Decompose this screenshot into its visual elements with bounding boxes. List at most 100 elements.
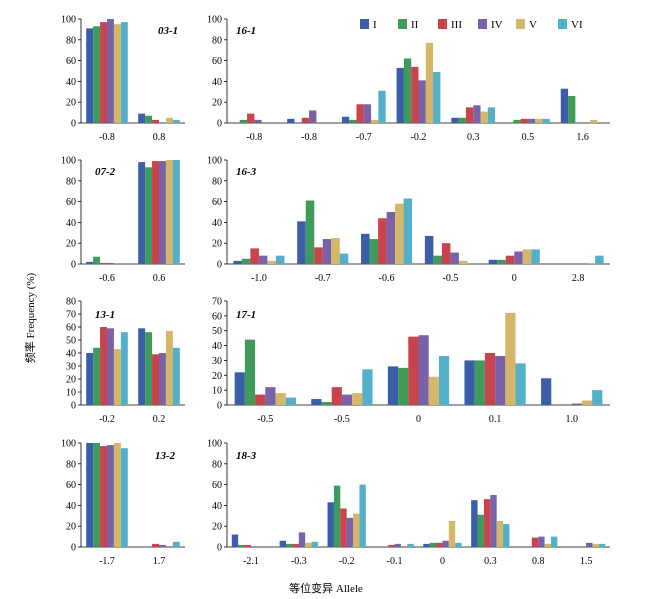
bar-16-1-3-4 <box>425 42 434 123</box>
panel-07-2: 0 20 40 60 80 100 -0.6 0.6 07-2 <box>61 156 185 284</box>
x-tick-label: 1.6 <box>576 132 589 143</box>
bar-16-1-0-1 <box>239 119 248 123</box>
bar-17-1-1-2 <box>331 387 342 405</box>
bar-17-1-1-0 <box>311 399 322 405</box>
y-tick-label: 20 <box>66 98 76 109</box>
y-tick-label: 80 <box>66 176 76 187</box>
bar-03-1-1-4 <box>165 117 173 123</box>
x-tick-label: -0.5 <box>257 414 273 425</box>
bar-18-3-5-5 <box>503 524 510 547</box>
bar-07-2-1-4 <box>165 160 173 264</box>
panel-title: 17-1 <box>236 309 256 321</box>
bar-16-3-0-4 <box>267 260 276 264</box>
bar-17-1-0-1 <box>244 339 256 405</box>
x-tick-label: 0 <box>440 556 445 567</box>
bar-13-2-0-1 <box>93 443 101 547</box>
bar-17-1-0-2 <box>255 394 266 405</box>
x-tick-label: 2.8 <box>572 273 585 284</box>
bar-18-3-4-3 <box>442 540 449 547</box>
bar-13-1-1-3 <box>159 353 166 405</box>
bar-16-1-4-4 <box>480 111 488 123</box>
bar-17-1-4-3 <box>571 403 582 405</box>
bar-03-1-1-5 <box>172 119 180 123</box>
panel-title: 18-3 <box>236 450 257 462</box>
bar-16-1-3-0 <box>396 67 404 123</box>
bar-18-3-3-2 <box>388 544 395 547</box>
bar-16-3-3-0 <box>424 235 434 264</box>
y-tick-label: 100 <box>207 15 222 26</box>
x-tick-label: -2.1 <box>243 556 259 567</box>
panel-13-2: 0 20 40 60 80 100 -1.7 1.7 13-2 <box>61 439 185 567</box>
bar-17-1-2-2 <box>408 336 419 405</box>
bar-18-3-4-5 <box>455 542 462 547</box>
bar-17-1-4-4 <box>581 400 593 405</box>
bar-16-1-3-2 <box>411 66 419 123</box>
x-tick-label: -1.0 <box>251 273 267 284</box>
bar-16-3-2-4 <box>395 203 404 264</box>
y-tick-label: 20 <box>66 375 76 386</box>
y-tick-label: 80 <box>66 35 76 46</box>
y-tick-label: 20 <box>212 371 222 382</box>
y-tick-label: 60 <box>212 56 222 67</box>
x-tick-label: 0.5 <box>522 132 535 143</box>
bar-18-3-7-5 <box>598 543 606 547</box>
legend-label-IV: IV <box>491 19 503 31</box>
bar-13-2-1-5 <box>172 541 180 547</box>
legend-swatch-VI <box>558 19 567 29</box>
bar-16-3-0-1 <box>241 258 251 264</box>
bar-18-3-0-2 <box>244 544 251 547</box>
x-tick-label: 0 <box>416 414 421 425</box>
bar-03-1-0-0 <box>86 28 94 123</box>
y-tick-label: 60 <box>66 197 76 208</box>
y-tick-label: 20 <box>66 522 76 533</box>
bar-18-3-5-4 <box>496 521 504 547</box>
bar-18-3-1-4 <box>305 542 312 547</box>
bar-13-1-1-4 <box>165 330 173 405</box>
bar-13-1-0-4 <box>113 349 121 405</box>
bar-16-3-2-0 <box>361 233 370 264</box>
panel-title: 13-1 <box>95 309 115 321</box>
bar-16-1-4-2 <box>465 107 474 123</box>
y-tick-label: 0 <box>71 543 76 554</box>
bar-18-3-6-5 <box>550 536 558 547</box>
bar-18-3-3-5 <box>407 543 414 547</box>
bar-03-1-0-1 <box>93 26 101 124</box>
bar-16-1-3-5 <box>433 72 441 123</box>
bar-16-3-4-4 <box>522 249 532 264</box>
bar-17-1-3-5 <box>515 363 526 405</box>
x-tick-label: -0.7 <box>356 132 372 143</box>
bar-16-1-6-0 <box>560 88 569 123</box>
x-tick-label: -0.5 <box>334 414 350 425</box>
bar-16-3-0-2 <box>250 248 259 264</box>
bar-18-3-4-0 <box>423 543 430 547</box>
y-tick-label: 40 <box>212 77 222 88</box>
bar-16-1-5-4 <box>535 118 543 123</box>
bar-07-2-1-3 <box>159 161 166 264</box>
bar-16-1-4-0 <box>451 117 459 123</box>
bar-18-3-7-3 <box>586 542 593 547</box>
bar-18-3-5-2 <box>483 499 491 547</box>
bar-17-1-3-2 <box>484 353 496 405</box>
bar-17-1-2-1 <box>398 367 409 405</box>
legend-label-V: V <box>529 19 537 31</box>
x-tick-label: -0.8 <box>301 132 317 143</box>
bar-17-1-3-3 <box>495 355 506 405</box>
y-tick-label: 100 <box>61 15 76 26</box>
bar-03-1-0-3 <box>107 19 114 123</box>
x-tick-label: 0.8 <box>532 556 545 567</box>
bar-16-3-4-5 <box>531 249 540 264</box>
y-axis-label: 频率 Frequency (%) <box>23 272 37 363</box>
bar-17-1-3-1 <box>474 360 485 405</box>
y-tick-label: 80 <box>212 459 222 470</box>
bar-16-1-0-2 <box>247 113 255 123</box>
bar-16-3-4-3 <box>514 251 523 264</box>
y-tick-label: 100 <box>61 156 76 167</box>
bar-17-1-3-4 <box>505 312 516 405</box>
bar-16-1-4-1 <box>458 117 466 123</box>
bar-18-3-6-4 <box>544 543 551 547</box>
x-tick-label: -1.7 <box>99 556 115 567</box>
x-tick-label: 0.3 <box>467 132 480 143</box>
y-tick-label: 40 <box>212 218 222 229</box>
